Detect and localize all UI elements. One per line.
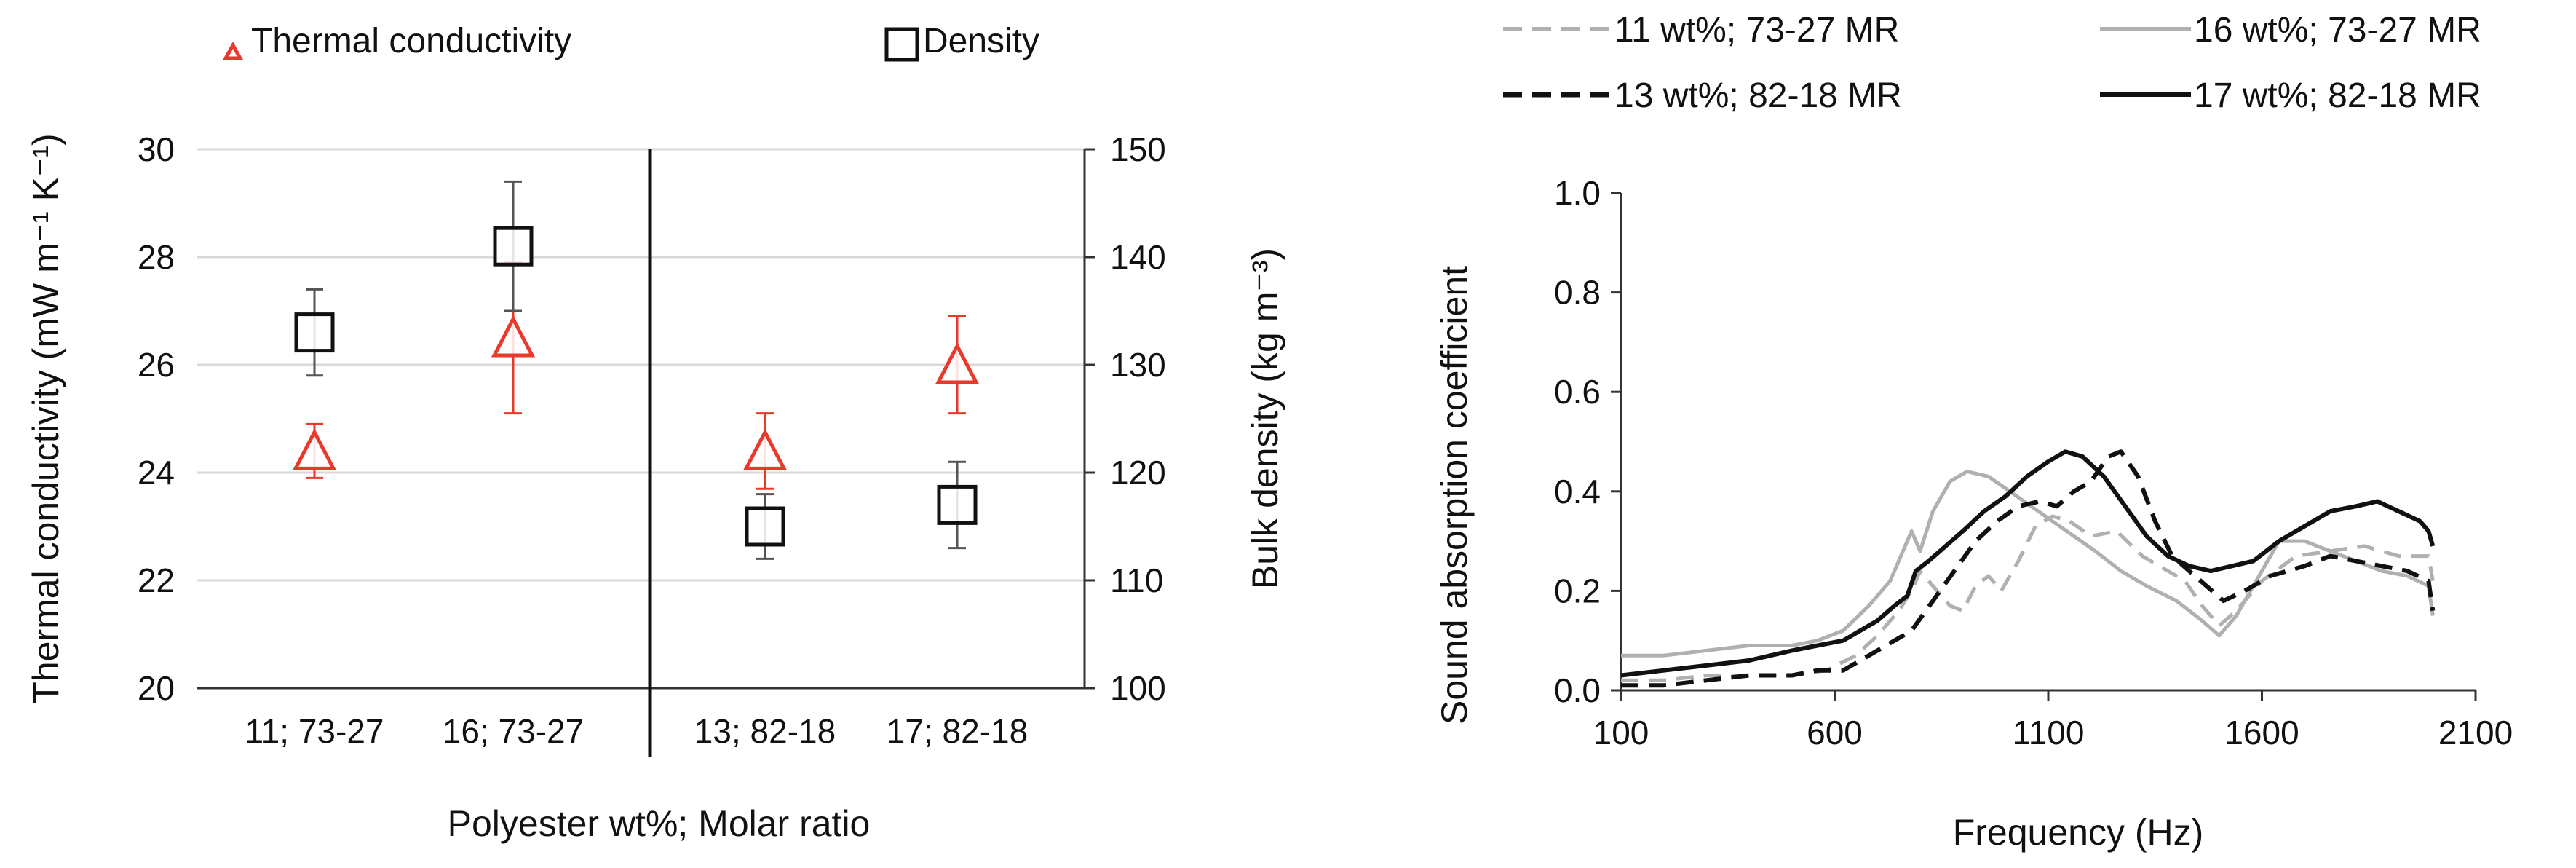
legend-right: 11 wt%; 73-27 MR 16 wt%; 73-27 MR 13 wt%… bbox=[1503, 11, 2481, 115]
right-chart-y-tick-label: 1.0 bbox=[1554, 174, 1601, 212]
left-axes bbox=[197, 149, 1086, 757]
legend-label-density: Density bbox=[923, 22, 1039, 60]
right-y-tick-label: 150 bbox=[1110, 130, 1166, 168]
series-line-17wt bbox=[1620, 449, 2436, 678]
legend-label-13wt: 13 wt%; 82-18 MR bbox=[1614, 76, 1902, 115]
right-chart-y-tick-label: 0.0 bbox=[1554, 671, 1601, 709]
thermal-conductivity-point bbox=[935, 342, 980, 384]
series-line-11wt bbox=[1621, 514, 2435, 682]
left-x-tick-labels: 11; 73-27 16; 73-27 13; 82-18 17; 82-18 bbox=[245, 712, 1029, 750]
thermal-conductivity-point bbox=[292, 427, 337, 470]
left-y-tick-label: 22 bbox=[138, 561, 175, 599]
legend-triangle-marker bbox=[222, 41, 244, 60]
left-y-tick-label: 20 bbox=[138, 669, 175, 707]
left-x-axis-title: Polyester wt%; Molar ratio bbox=[448, 803, 871, 844]
left-series-marks bbox=[292, 180, 980, 560]
left-x-tick-label: 16; 73-27 bbox=[443, 712, 584, 750]
left-gridlines bbox=[197, 148, 1085, 582]
right-chart-x-tick-labels: 100 600 1100 1600 2100 bbox=[1593, 690, 2513, 751]
density-point bbox=[937, 484, 978, 525]
right-chart-x-tick-label: 1100 bbox=[2013, 714, 2085, 751]
sound-absorption-chart: 11 wt%; 73-27 MR 16 wt%; 73-27 MR 13 wt%… bbox=[1434, 11, 2513, 853]
right-axes bbox=[1620, 193, 2476, 692]
legend-label-thermal-conductivity: Thermal conductivity bbox=[251, 22, 571, 60]
density-point bbox=[294, 312, 335, 353]
right-chart-x-tick-label: 2100 bbox=[2438, 714, 2513, 751]
right-y-tick-label: 110 bbox=[1110, 561, 1163, 599]
thermal-density-chart: Thermal conductivity Density 20 22 24 26 28 3… bbox=[25, 22, 1285, 844]
series-line-13wt bbox=[1621, 449, 2436, 688]
thermal-conductivity-point bbox=[742, 427, 788, 470]
series-line-16wt bbox=[1621, 470, 2435, 658]
legend-square-marker bbox=[884, 27, 919, 62]
left-x-tick-label: 11; 73-27 bbox=[245, 712, 384, 750]
left-x-tick-label: 13; 82-18 bbox=[694, 712, 836, 750]
right-y-tick-label: 120 bbox=[1110, 454, 1166, 492]
legend-label-11wt: 11 wt%; 73-27 MR bbox=[1614, 11, 1899, 50]
right-y-tick-label: 140 bbox=[1110, 238, 1166, 276]
right-y-tick-label: 130 bbox=[1110, 346, 1166, 384]
thermal-conductivity-point bbox=[491, 315, 536, 358]
right-y-tick-label: 100 bbox=[1110, 669, 1166, 707]
right-chart-y-tick-label: 0.2 bbox=[1554, 572, 1601, 609]
legend-label-17wt: 17 wt%; 82-18 MR bbox=[2194, 76, 2481, 115]
right-chart-y-tick-label: 0.4 bbox=[1554, 473, 1601, 510]
left-y-axis-title: Thermal conductivity (mW m⁻¹ K⁻¹) bbox=[25, 133, 66, 703]
right-chart-x-tick-label: 1600 bbox=[2224, 714, 2299, 751]
right-series-lines bbox=[1620, 449, 2436, 688]
left-x-tick-label: 17; 82-18 bbox=[887, 712, 1028, 750]
right-chart-x-tick-label: 100 bbox=[1593, 714, 1649, 751]
right-chart-y-tick-label: 0.8 bbox=[1554, 274, 1601, 312]
right-chart-x-tick-label: 600 bbox=[1807, 714, 1863, 751]
right-y-axis-title: Sound absorption coefficient bbox=[1434, 266, 1475, 725]
left-y-tick-label: 30 bbox=[138, 130, 175, 168]
right-chart-y-tick-labels: 0.0 0.2 0.4 0.6 0.8 1.0 bbox=[1554, 174, 1621, 709]
right-y-tick-labels: 100 110 120 130 140 150 bbox=[1085, 130, 1166, 707]
left-y2-axis-title: Bulk density (kg m⁻³) bbox=[1245, 248, 1285, 589]
right-x-axis-title: Frequency (Hz) bbox=[1953, 812, 2204, 853]
density-point bbox=[745, 506, 785, 547]
left-y-tick-label: 24 bbox=[138, 454, 175, 492]
legend-label-16wt: 16 wt%; 73-27 MR bbox=[2194, 11, 2481, 50]
legend-left: Thermal conductivity Density bbox=[222, 22, 1039, 62]
right-chart-y-tick-label: 0.6 bbox=[1554, 373, 1601, 411]
left-y-tick-labels: 20 22 24 26 28 30 bbox=[138, 130, 175, 707]
left-y-tick-label: 28 bbox=[138, 238, 175, 276]
density-point bbox=[493, 226, 534, 267]
left-y-tick-label: 26 bbox=[138, 346, 175, 384]
